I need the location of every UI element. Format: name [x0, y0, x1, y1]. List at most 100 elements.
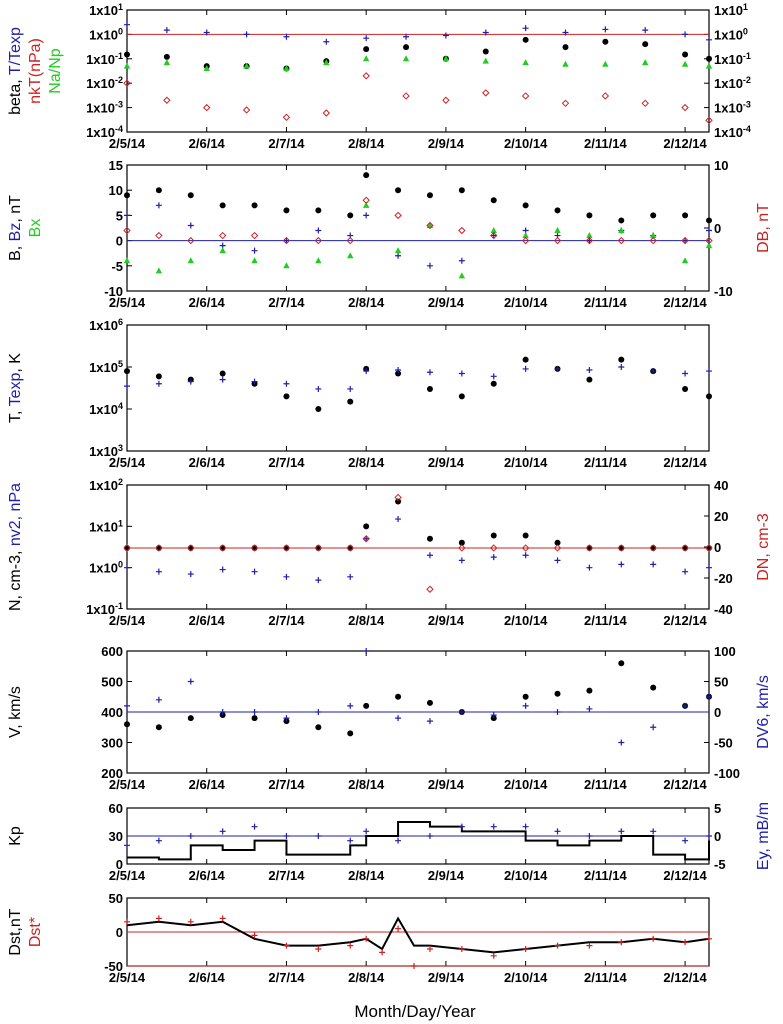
- x-tick-label: 2/8/14: [348, 868, 385, 883]
- point-Texp: [187, 378, 194, 385]
- point-nkT(nPa): [242, 106, 251, 114]
- point-DN: [426, 585, 434, 593]
- point-DB: [155, 231, 163, 240]
- point-nv2: [554, 557, 561, 564]
- point-Bx: [251, 257, 258, 264]
- y2-tick-label: -100: [714, 766, 740, 781]
- point-Bx: [394, 247, 402, 254]
- x-tick-label: 2/5/14: [109, 777, 146, 792]
- point-Bz: [458, 257, 465, 264]
- point-beta: [642, 41, 649, 48]
- panels: 1x10-4 1x10-3 1x10-2 1x10-1 1x100 1x101 1x10-4…: [7, 2, 772, 985]
- point-N: [187, 544, 194, 551]
- point-Ey: [650, 828, 657, 835]
- y-tick-label: 200: [101, 766, 123, 781]
- x-tick-label: 2/12/14: [663, 777, 707, 792]
- point-beta: [522, 36, 529, 43]
- point-B: [586, 212, 593, 219]
- point-nv2: [706, 564, 712, 571]
- point-Bx: [490, 227, 497, 234]
- point-T/Texp: [442, 32, 449, 39]
- y-axis-title: Dst,nT: [7, 908, 24, 955]
- point-Texp: [426, 369, 433, 376]
- point-Dst*: [379, 949, 386, 956]
- point-Texp: [706, 368, 712, 375]
- point-Bx: [586, 232, 593, 239]
- x-tick-label: 2/6/14: [189, 136, 226, 151]
- point-V: [650, 684, 657, 691]
- y-tick-label: -10: [104, 284, 123, 299]
- point-nkT(nPa): [282, 113, 291, 122]
- point-N: [706, 544, 712, 551]
- point-Dst*: [426, 946, 433, 952]
- point-Dst*: [682, 939, 689, 946]
- point-T: [490, 380, 497, 387]
- x-tick-label: 2/5/14: [109, 295, 146, 310]
- point-DV6: [522, 702, 529, 709]
- point-DV6: [124, 702, 130, 709]
- y2-tick-label: 1x101: [714, 2, 748, 18]
- point-DN: [250, 544, 259, 552]
- point-nkT(nPa): [362, 72, 370, 80]
- x-tick-label: 2/5/14: [109, 970, 146, 985]
- y-tick-label: -5: [111, 259, 123, 274]
- y-tick-label: 1x105: [89, 359, 123, 375]
- x-tick-label: 2/5/14: [109, 613, 146, 628]
- point-nv2: [586, 564, 593, 571]
- y2-tick-label: 5: [714, 801, 721, 816]
- point-nv2: [682, 568, 689, 575]
- point-DN: [218, 544, 227, 552]
- point-N: [363, 523, 370, 530]
- y-axis-title-3: Na/Np: [47, 48, 64, 93]
- point-Texp: [618, 364, 625, 370]
- x-tick-label: 2/7/14: [268, 613, 305, 628]
- y-axis-title: beta, T/Texp: [7, 27, 24, 115]
- point-DN: [458, 544, 466, 552]
- point-N: [395, 498, 402, 505]
- point-Dst*: [251, 932, 258, 939]
- point-V: [315, 724, 322, 731]
- point-T/Texp: [323, 38, 330, 45]
- y-tick-label: 1x102: [89, 477, 123, 493]
- point-N: [315, 544, 322, 551]
- y-axis-title: V, km/s: [7, 686, 24, 738]
- point-Texp: [490, 373, 497, 380]
- y2-tick-label: 0: [714, 540, 721, 555]
- point-T: [219, 370, 226, 377]
- point-DV6: [187, 678, 194, 685]
- point-Ey: [586, 833, 593, 839]
- point-Na/Np: [402, 55, 410, 62]
- point-Na/Np: [323, 59, 330, 66]
- x-tick-label: 2/11/14: [584, 455, 627, 470]
- y-tick-label: 0: [116, 925, 123, 940]
- x-tick-label: 2/11/14: [584, 868, 627, 883]
- y-axis-title: N, cm-3, nv2, nPa: [7, 483, 24, 611]
- x-tick-label: 2/9/14: [428, 136, 465, 151]
- point-Na/Np: [243, 62, 250, 69]
- y-axis-title-2: nkT(nPa): [27, 38, 44, 104]
- point-Bx: [219, 247, 226, 254]
- y-tick-label: 0: [116, 234, 123, 249]
- point-DN: [585, 544, 594, 552]
- point-B: [187, 192, 194, 199]
- y-axis-title-2: Bx: [27, 219, 44, 238]
- point-DV6: [682, 702, 689, 709]
- point-nkT(nPa): [163, 96, 171, 104]
- y-tick-label: 50: [109, 891, 123, 906]
- point-N: [426, 535, 433, 542]
- point-T: [706, 393, 712, 400]
- point-DB: [187, 236, 195, 245]
- point-Dst*: [124, 918, 130, 925]
- point-Bx: [458, 272, 466, 279]
- point-DB: [553, 236, 562, 245]
- point-Dst*: [395, 925, 402, 932]
- x-tick-label: 2/10/14: [504, 136, 548, 151]
- point-B: [682, 212, 689, 219]
- y-tick-label: 10: [109, 183, 123, 198]
- y-tick-label: 1x100: [89, 26, 123, 42]
- y2-tick-label: -10: [714, 284, 733, 299]
- point-N: [251, 544, 258, 551]
- point-nv2: [522, 552, 529, 559]
- x-tick-label: 2/8/14: [348, 613, 385, 628]
- point-Texp: [251, 378, 258, 385]
